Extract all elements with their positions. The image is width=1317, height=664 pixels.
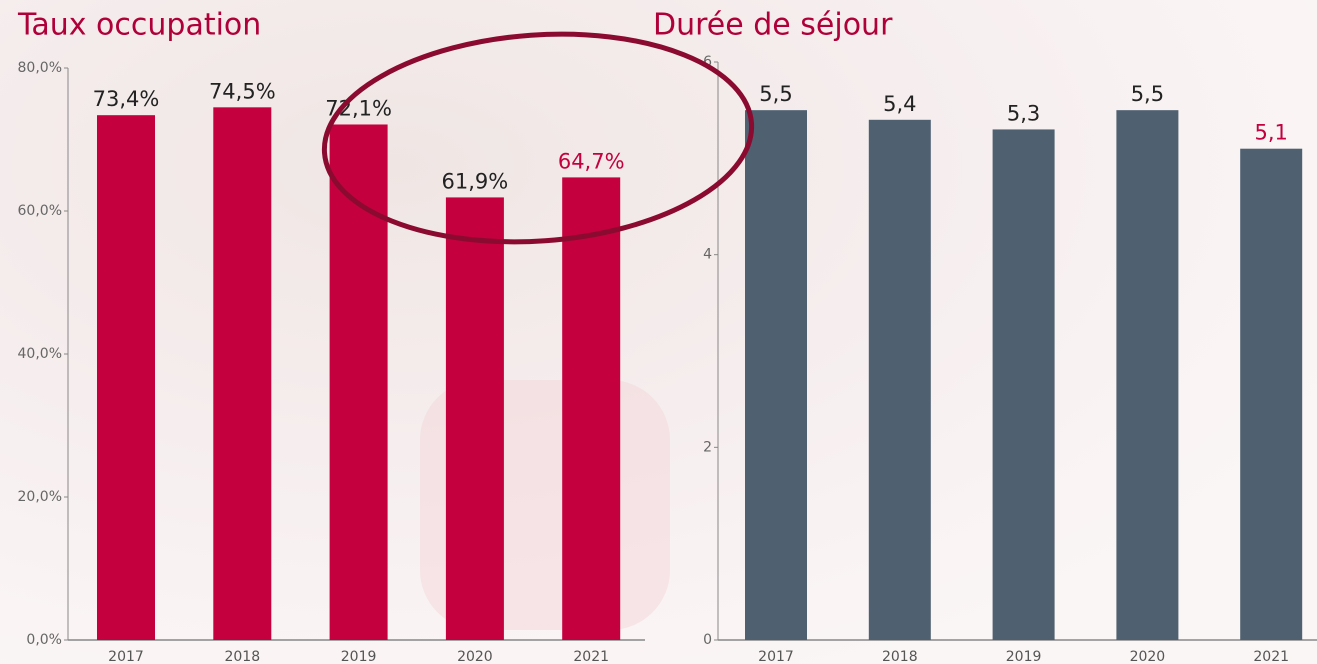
x-tick-label: 2017 [108,649,144,664]
x-tick-label: 2019 [1006,649,1042,664]
value-label: 73,4% [93,87,160,111]
value-label: 5,5 [759,82,792,106]
bar [446,197,504,640]
y-tick-label: 20,0% [18,489,62,505]
value-label: 5,5 [1131,82,1164,106]
x-tick-label: 2021 [573,649,609,664]
x-tick-label: 2020 [457,649,493,664]
value-label: 74,5% [209,79,276,103]
bar [97,115,155,640]
bar [1240,149,1302,640]
bar [745,110,807,640]
chart-title: Taux occupation [17,8,261,43]
value-label: 64,7% [558,149,625,173]
page: Taux occupation 0,0% 20,0% 40,0% 60,0% 80,0% 2… [0,0,1317,664]
bar [213,107,271,640]
value-label: 61,9% [442,169,509,193]
y-tick-label: 2 [703,439,712,455]
y-tick-label: 40,0% [18,346,62,362]
value-label: 5,1 [1254,121,1287,145]
x-tick-label: 2018 [882,649,918,664]
y-tick-label: 60,0% [18,203,62,219]
bar [562,177,620,640]
bar [1116,110,1178,640]
y-tick-label: 4 [703,247,712,263]
charts: Taux occupation 0,0% 20,0% 40,0% 60,0% 80,0% 2… [0,0,1317,664]
x-tick-label: 2019 [341,649,377,664]
chart-title: Durée de séjour [653,8,893,43]
x-tick-label: 2017 [758,649,794,664]
x-tick-label: 2021 [1253,649,1289,664]
bar [869,120,931,640]
y-tick-label: 0,0% [26,632,62,648]
bar [993,129,1055,640]
y-tick-label: 80,0% [18,60,62,76]
value-label: 5,4 [883,92,916,116]
value-label: 5,3 [1007,101,1040,125]
x-tick-label: 2020 [1130,649,1166,664]
x-tick-label: 2018 [224,649,260,664]
y-tick-label: 0 [703,632,712,648]
